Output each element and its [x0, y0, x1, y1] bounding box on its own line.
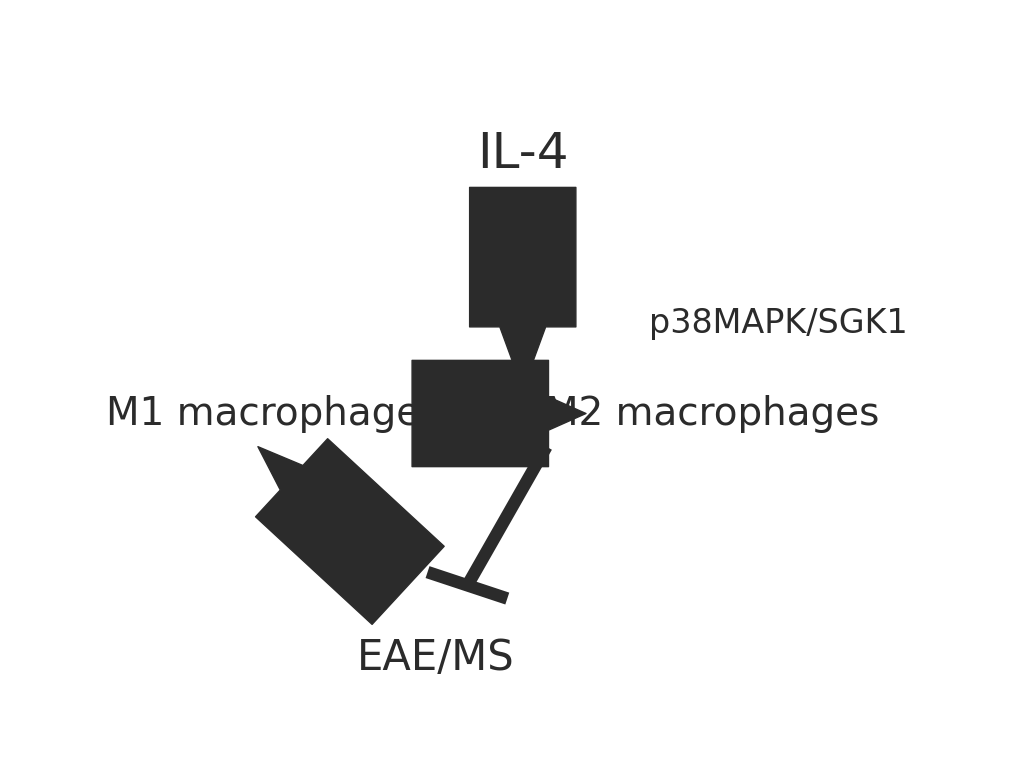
Text: IL-4: IL-4 — [477, 130, 568, 179]
Text: M2 macrophages: M2 macrophages — [545, 395, 878, 432]
Text: p38MAPK/SGK1: p38MAPK/SGK1 — [649, 307, 907, 340]
Text: EAE/MS: EAE/MS — [357, 637, 515, 679]
Text: M1 macrophages: M1 macrophages — [106, 395, 440, 432]
